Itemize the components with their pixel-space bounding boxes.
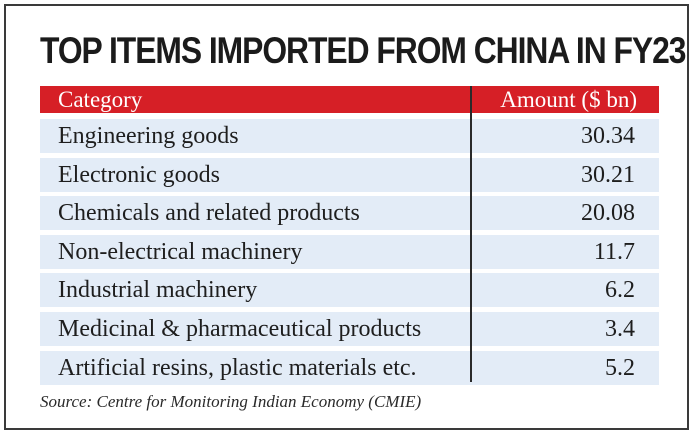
table-header-row: Category Amount ($ bn): [40, 86, 659, 113]
table-row: Industrial machinery 6.2: [40, 273, 659, 308]
amount-cell: 20.08: [581, 200, 635, 227]
category-cell: Engineering goods: [58, 123, 239, 149]
category-cell: Chemicals and related products: [58, 200, 360, 227]
category-cell: Artificial resins, plastic materials etc…: [58, 354, 417, 381]
amount-cell: 6.2: [605, 277, 635, 304]
amount-cell: 30.34: [581, 123, 635, 149]
table-row: Engineering goods 30.34: [40, 119, 659, 153]
column-header-amount: Amount ($ bn): [500, 87, 637, 112]
table-row: Electronic goods 30.21: [40, 157, 659, 192]
category-cell: Non-electrical machinery: [58, 238, 303, 265]
table-row: Non-electrical machinery 11.7: [40, 234, 659, 269]
amount-cell: 3.4: [605, 316, 635, 342]
table-frame: [4, 4, 689, 430]
table-row: Chemicals and related products 20.08: [40, 196, 659, 231]
amount-cell: 30.21: [581, 161, 635, 188]
category-cell: Electronic goods: [58, 161, 220, 188]
table-row: Artificial resins, plastic materials etc…: [40, 350, 659, 385]
table-title: TOP ITEMS IMPORTED FROM CHINA IN FY23: [40, 30, 686, 71]
column-header-category: Category: [58, 87, 143, 112]
table-row: Medicinal & pharmaceutical products 3.4: [40, 312, 659, 346]
category-cell: Industrial machinery: [58, 277, 258, 304]
amount-cell: 11.7: [593, 238, 635, 265]
column-divider: [470, 86, 472, 382]
amount-cell: 5.2: [605, 354, 635, 381]
category-cell: Medicinal & pharmaceutical products: [58, 316, 422, 342]
source-note: Source: Centre for Monitoring Indian Eco…: [40, 392, 422, 411]
